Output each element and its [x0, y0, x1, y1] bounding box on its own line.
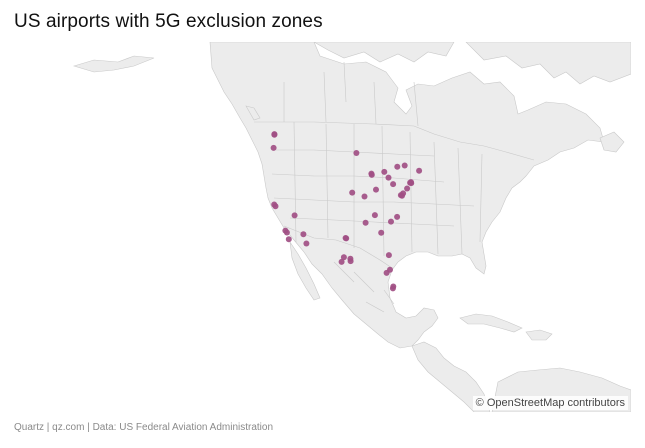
- land-newfoundland: [599, 131, 625, 153]
- airport-marker[interactable]: [361, 193, 368, 200]
- airport-marker[interactable]: [381, 168, 388, 175]
- airport-marker[interactable]: [389, 285, 396, 292]
- airport-marker[interactable]: [385, 174, 392, 181]
- airport-marker[interactable]: [340, 254, 347, 261]
- airport-marker[interactable]: [272, 203, 279, 210]
- footer-credits: Quartz | qz.com | Data: US Federal Aviat…: [14, 422, 273, 433]
- airport-marker[interactable]: [371, 212, 378, 219]
- airport-marker[interactable]: [373, 186, 379, 193]
- border-lines-mexico: [333, 261, 395, 313]
- airport-marker[interactable]: [401, 162, 408, 169]
- footer-site: qz.com: [52, 422, 85, 433]
- land-hispaniola: [525, 329, 553, 341]
- airport-marker[interactable]: [408, 179, 414, 186]
- airport-marker[interactable]: [353, 150, 360, 156]
- map-canvas[interactable]: [14, 42, 631, 412]
- land-baja: [289, 241, 321, 301]
- airport-marker[interactable]: [368, 171, 375, 178]
- airport-marker[interactable]: [347, 258, 354, 265]
- airport-marker[interactable]: [404, 185, 411, 192]
- airport-marker[interactable]: [300, 231, 307, 238]
- footer-separator-2: |: [84, 422, 93, 433]
- airport-marker[interactable]: [383, 269, 390, 276]
- border-lines-canada: [283, 61, 419, 127]
- land-north-america: [209, 42, 605, 349]
- airport-marker[interactable]: [390, 181, 397, 188]
- map-frame[interactable]: © OpenStreetMap contributors: [14, 42, 631, 412]
- airport-marker[interactable]: [416, 167, 423, 174]
- map-attribution[interactable]: © OpenStreetMap contributors: [472, 396, 628, 410]
- border-us-canada: [254, 121, 535, 161]
- airport-marker[interactable]: [400, 190, 407, 197]
- airport-marker[interactable]: [270, 144, 277, 151]
- footer-brand: Quartz: [14, 422, 45, 433]
- footer-source: Data: US Federal Aviation Administration: [92, 422, 274, 433]
- airport-marker[interactable]: [378, 229, 385, 236]
- border-us-mexico: [283, 225, 393, 269]
- landmass-layer: [72, 42, 631, 412]
- airport-marker[interactable]: [394, 213, 401, 220]
- land-vancouver-island: [245, 105, 261, 121]
- airport-marker[interactable]: [303, 240, 310, 247]
- land-arctic-islands: [313, 42, 455, 63]
- airport-marker[interactable]: [271, 131, 278, 138]
- airport-marker[interactable]: [388, 218, 394, 225]
- airport-markers-layer: [270, 131, 423, 292]
- airport-marker[interactable]: [349, 189, 356, 196]
- airport-marker[interactable]: [338, 258, 345, 265]
- airport-marker[interactable]: [385, 252, 392, 259]
- airport-marker[interactable]: [362, 219, 369, 226]
- airport-marker[interactable]: [291, 212, 298, 219]
- land-greenland: [465, 42, 631, 85]
- airport-marker[interactable]: [285, 236, 292, 243]
- land-cuba: [459, 313, 523, 333]
- border-lines-2: [293, 121, 483, 257]
- airport-marker[interactable]: [343, 235, 350, 242]
- land-alaska: [72, 55, 155, 73]
- footer-separator-1: |: [44, 422, 53, 433]
- airport-marker[interactable]: [283, 229, 290, 236]
- airport-marker[interactable]: [394, 163, 401, 170]
- chart-title: US airports with 5G exclusion zones: [14, 11, 323, 32]
